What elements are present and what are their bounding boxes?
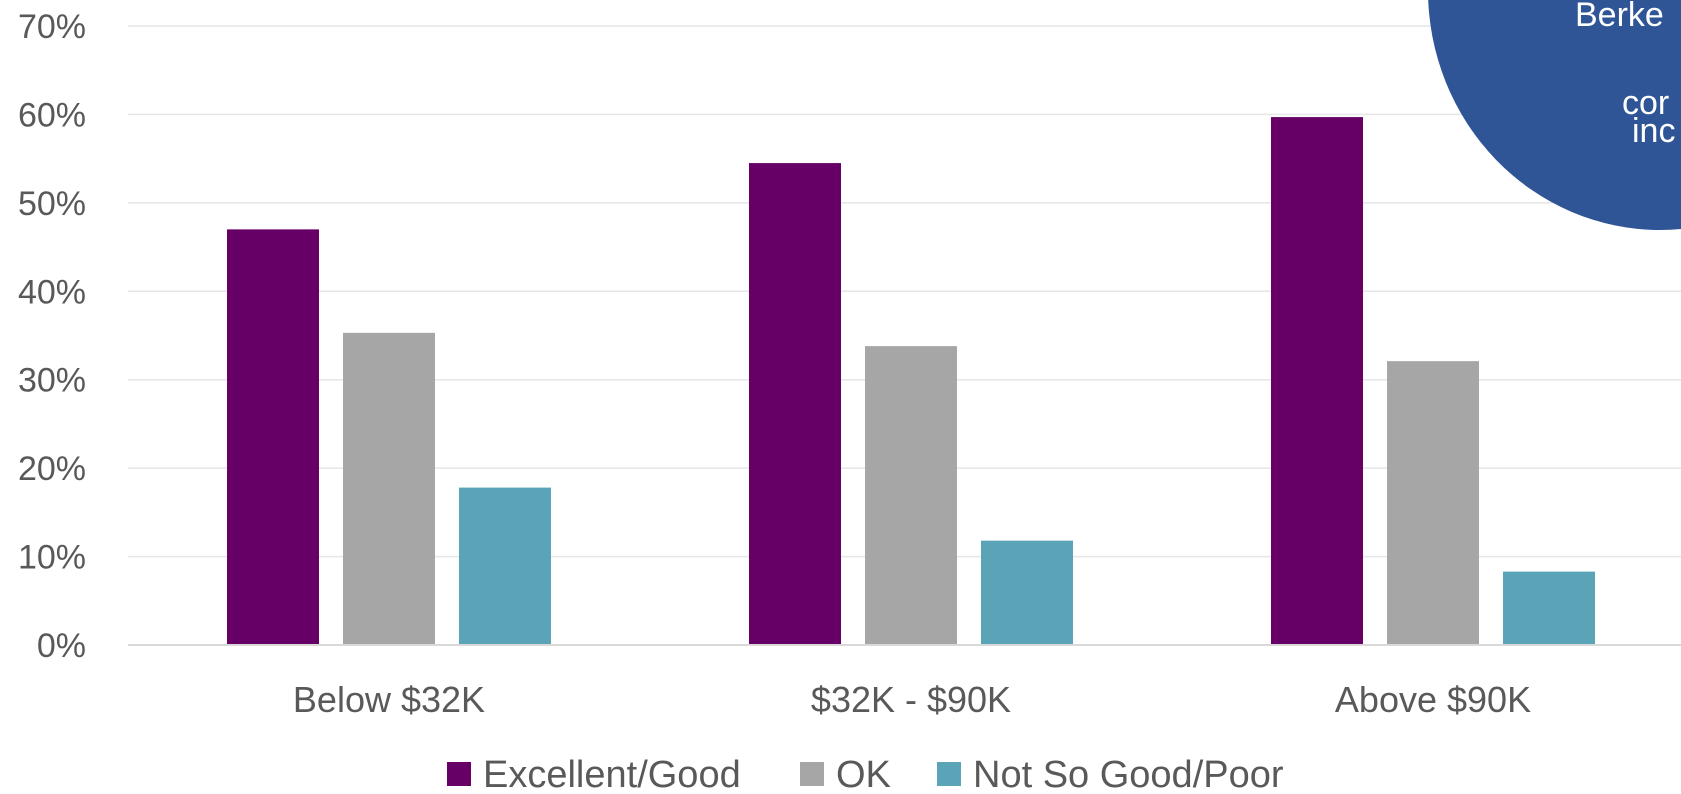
bars	[227, 117, 1595, 646]
y-tick-label: 30%	[18, 362, 86, 400]
bar	[981, 540, 1073, 645]
y-tick-label: 40%	[18, 273, 86, 311]
x-category-label: Above $90K	[1335, 679, 1531, 720]
callout-circle	[1428, 0, 1681, 230]
y-axis-ticks: 0% 10% 20% 30% 40% 50% 60% 70%	[18, 8, 86, 665]
bar	[227, 229, 319, 645]
y-tick-label: 0%	[37, 627, 86, 665]
callout-bubble: Berke cor inc	[1428, 0, 1681, 230]
y-tick-label: 10%	[18, 539, 86, 577]
callout-line-1: Berke	[1575, 0, 1664, 34]
y-tick-label: 60%	[18, 96, 86, 134]
x-category-label: $32K - $90K	[811, 679, 1011, 720]
y-tick-label: 50%	[18, 185, 86, 223]
y-tick-label: 70%	[18, 8, 86, 46]
bar	[459, 487, 551, 645]
legend-label: Not So Good/Poor	[973, 754, 1284, 794]
legend-swatch	[937, 762, 961, 786]
legend-swatch	[447, 762, 471, 786]
bar	[1387, 361, 1479, 645]
bar	[343, 332, 435, 645]
legend: Excellent/Good OK Not So Good/Poor	[447, 754, 1284, 794]
legend-label: Excellent/Good	[483, 754, 741, 794]
x-category-label: Below $32K	[293, 679, 485, 720]
x-axis-labels: Below $32K $32K - $90K Above $90K	[293, 679, 1531, 720]
bar	[1503, 571, 1595, 645]
bar	[749, 163, 841, 646]
legend-swatch	[800, 762, 824, 786]
bar	[865, 346, 957, 645]
callout-line-3: inc	[1632, 112, 1675, 150]
bar	[1271, 117, 1363, 646]
y-tick-label: 20%	[18, 450, 86, 488]
callout-line-2: cor	[1622, 84, 1669, 122]
legend-label: OK	[836, 754, 891, 794]
